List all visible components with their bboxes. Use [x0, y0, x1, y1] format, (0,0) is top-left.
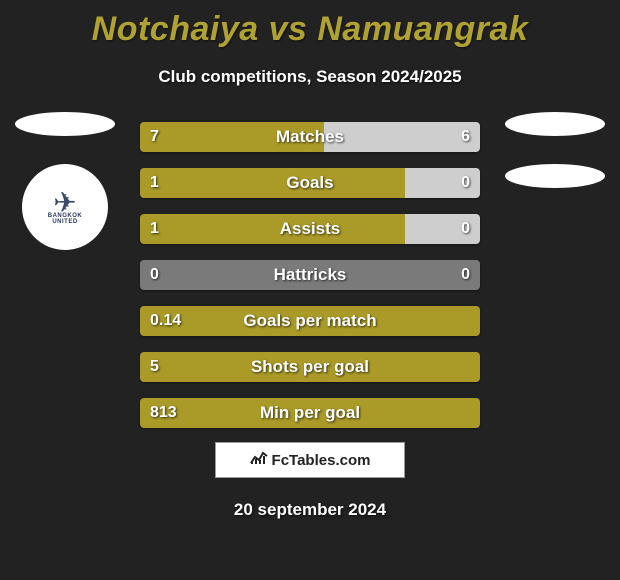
- stat-label: Shots per goal: [251, 357, 369, 377]
- stat-value-left: 813: [150, 404, 177, 422]
- club-badge-left: ✈ BANGKOK UNITED: [22, 164, 108, 250]
- stat-value-left: 5: [150, 358, 159, 376]
- stat-row: Hattricks 0 0: [140, 260, 480, 290]
- stat-label: Assists: [280, 219, 340, 239]
- stat-value-left: 1: [150, 220, 159, 238]
- chart-icon: [250, 451, 268, 470]
- stat-bar-right: [324, 122, 480, 152]
- source-badge-text: FcTables.com: [272, 452, 371, 469]
- stat-value-right: 0: [461, 220, 470, 238]
- footer-date: 20 september 2024: [234, 500, 386, 520]
- left-player-column: ✈ BANGKOK UNITED: [10, 112, 120, 250]
- stat-row: Min per goal 813: [140, 398, 480, 428]
- stat-value-left: 0: [150, 266, 159, 284]
- stat-row: Shots per goal 5: [140, 352, 480, 382]
- stat-value-left: 0.14: [150, 312, 181, 330]
- stat-label: Goals: [286, 173, 333, 193]
- page-subtitle: Club competitions, Season 2024/2025: [0, 67, 620, 87]
- stat-value-right: 0: [461, 174, 470, 192]
- stat-row: Matches 7 6: [140, 122, 480, 152]
- source-badge[interactable]: FcTables.com: [215, 442, 405, 478]
- stat-value-left: 7: [150, 128, 159, 146]
- stat-value-left: 1: [150, 174, 159, 192]
- stat-value-right: 6: [461, 128, 470, 146]
- stat-value-right: 0: [461, 266, 470, 284]
- stat-row: Assists 1 0: [140, 214, 480, 244]
- stat-row: Goals per match 0.14: [140, 306, 480, 336]
- stat-label: Goals per match: [243, 311, 376, 331]
- page-title: Notchaiya vs Namuangrak: [0, 0, 620, 49]
- stat-bar-left: [140, 168, 405, 198]
- player-photo-placeholder: [15, 112, 115, 136]
- club-badge-placeholder: [505, 164, 605, 188]
- comparison-card: Notchaiya vs Namuangrak Club competition…: [0, 0, 620, 580]
- player-photo-placeholder: [505, 112, 605, 136]
- right-player-column: [500, 112, 610, 216]
- club-badge-text: BANGKOK UNITED: [44, 213, 87, 225]
- stat-label: Hattricks: [274, 265, 347, 285]
- stat-bar-left: [140, 214, 405, 244]
- stat-row: Goals 1 0: [140, 168, 480, 198]
- stat-label: Min per goal: [260, 403, 360, 423]
- stat-label: Matches: [276, 127, 344, 147]
- stats-bars: Matches76Goals10Assists10Hattricks00Goal…: [140, 122, 480, 444]
